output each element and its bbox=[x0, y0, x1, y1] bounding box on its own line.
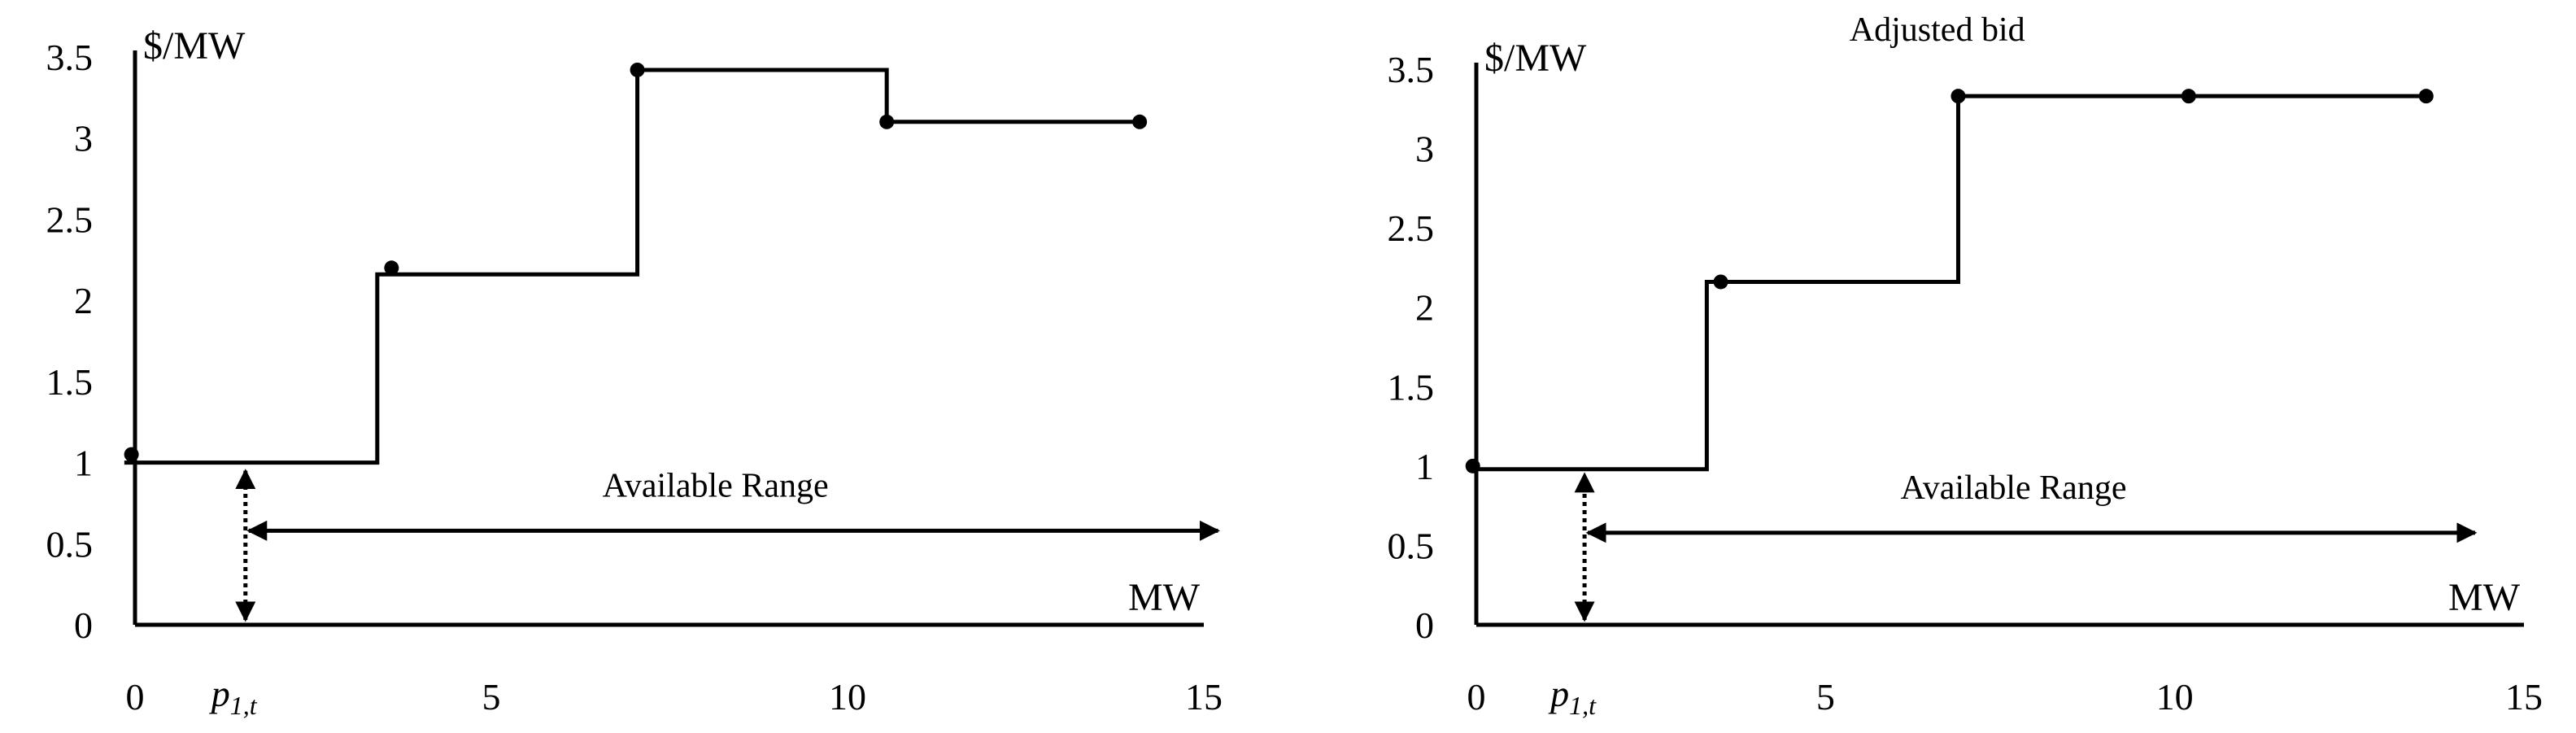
x-tick-label: 10 bbox=[829, 676, 866, 718]
y-tick-label: 2 bbox=[1415, 287, 1434, 329]
bid-point bbox=[124, 447, 139, 462]
bid-point bbox=[1465, 458, 1480, 473]
y-tick-label: 0.5 bbox=[1388, 525, 1435, 566]
bid-point bbox=[1951, 89, 1966, 104]
y-tick-label: 3 bbox=[1415, 129, 1434, 170]
y-tick-label: 2.5 bbox=[46, 199, 94, 240]
y-axis-label: $/MW bbox=[1484, 37, 1587, 80]
bid-point bbox=[630, 62, 645, 77]
y-tick-label: 1.5 bbox=[46, 361, 94, 403]
y-tick-label: 3.5 bbox=[1388, 49, 1435, 90]
x-tick-label: 0 bbox=[126, 676, 145, 718]
x-tick-label: 15 bbox=[1185, 676, 1223, 718]
y-tick-label: 1 bbox=[1415, 446, 1434, 487]
x-tick-label: 5 bbox=[1816, 676, 1835, 718]
chart-panel-1: 0 0.5 1 1.5 2 2.5 3 3.5 0 5 10 15 $/MW MW p1,t Availabl… bbox=[46, 24, 1223, 720]
y-tick-label: 2.5 bbox=[1388, 207, 1435, 249]
available-range-label: Available Range bbox=[603, 467, 829, 504]
bid-point bbox=[879, 114, 895, 129]
p1t-label: p1,t bbox=[209, 673, 258, 720]
bid-point bbox=[2181, 89, 2196, 104]
chart-title: Adjusted bid bbox=[1850, 11, 2025, 49]
available-range-label: Available Range bbox=[1901, 469, 2127, 507]
p1t-label: p1,t bbox=[1548, 673, 1597, 720]
y-axis-label: $/MW bbox=[143, 24, 246, 68]
y-tick-label: 0 bbox=[1415, 604, 1434, 646]
y-tick-label: 3 bbox=[74, 118, 93, 159]
bid-point bbox=[1713, 274, 1728, 290]
y-tick-label: 1.5 bbox=[1388, 366, 1435, 408]
x-tick-label: 5 bbox=[482, 676, 501, 718]
bid-point bbox=[1132, 114, 1148, 129]
y-tick-label: 0.5 bbox=[46, 523, 94, 565]
x-axis-label: MW bbox=[1128, 576, 1201, 619]
bid-point bbox=[384, 260, 399, 276]
bid-step-series bbox=[1469, 94, 2426, 472]
bid-point bbox=[2418, 89, 2434, 104]
y-tick-label: 3.5 bbox=[46, 37, 94, 78]
x-tick-label: 0 bbox=[1467, 676, 1486, 718]
x-axis-label: MW bbox=[2448, 576, 2521, 619]
y-tick-label: 2 bbox=[74, 280, 93, 321]
chart-panel-2: 0 0.5 1 1.5 2 2.5 3 3.5 0 5 10 15 $/MW MW Adjusted bid… bbox=[1388, 11, 2543, 720]
bid-step-series bbox=[124, 68, 1140, 465]
x-tick-label: 15 bbox=[2505, 676, 2543, 718]
y-tick-label: 0 bbox=[74, 604, 93, 646]
x-tick-label: 10 bbox=[2156, 676, 2194, 718]
y-tick-label: 1 bbox=[74, 443, 93, 484]
